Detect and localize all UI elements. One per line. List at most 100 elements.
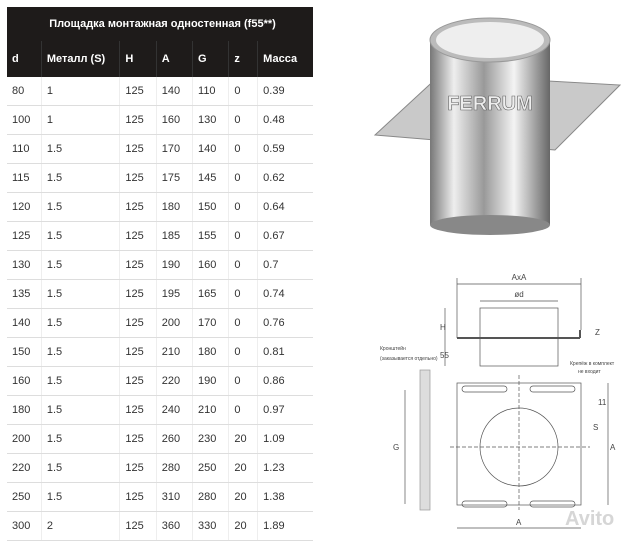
table-cell: 125 — [119, 250, 157, 280]
table-cell: 0.67 — [257, 221, 313, 251]
table-cell: 0 — [228, 279, 258, 309]
table-cell: 1 — [40, 105, 120, 135]
table-cell: 360 — [155, 511, 193, 541]
table-cell: 125 — [119, 395, 157, 425]
table-row: 130 1.5 125 190 160 0 0.7 — [7, 250, 313, 280]
table-cell: 1.5 — [40, 221, 120, 251]
table-row: 100 1 125 160 130 0 0.48 — [7, 105, 313, 135]
table-cell: 20 — [228, 453, 258, 483]
label-h: H — [440, 323, 446, 332]
table-cell: 125 — [119, 366, 157, 396]
table-cell: 0 — [228, 395, 258, 425]
table-row: 135 1.5 125 195 165 0 0.74 — [7, 279, 313, 309]
table-cell: 0.76 — [257, 308, 313, 338]
table-cell: 240 — [155, 395, 193, 425]
table-cell: 125 — [119, 337, 157, 367]
table-cell: 100 — [7, 105, 42, 135]
table-cell: 170 — [192, 308, 229, 338]
table-cell: 0 — [228, 337, 258, 367]
table-cell: 125 — [119, 134, 157, 164]
label-11: 11 — [598, 398, 607, 407]
table-cell: 125 — [119, 192, 157, 222]
table-cell: 185 — [155, 221, 193, 251]
table-cell: 180 — [7, 395, 42, 425]
table-cell: 195 — [155, 279, 193, 309]
table-cell: 2 — [40, 511, 120, 541]
label-bracket-note: (заказывается отдельно) — [380, 356, 438, 362]
table-cell: 125 — [7, 221, 42, 251]
table-cell: 280 — [192, 482, 229, 512]
label-axa: AxA — [512, 273, 527, 282]
table-cell: 1.5 — [40, 308, 120, 338]
spec-table: Площадка монтажная одностенная (f55**) d… — [7, 7, 313, 541]
table-cell: 125 — [119, 279, 157, 309]
table-cell: 180 — [155, 192, 193, 222]
table-row: 120 1.5 125 180 150 0 0.64 — [7, 192, 313, 222]
table-cell: 0 — [228, 308, 258, 338]
table-cell: 1.5 — [40, 337, 120, 367]
table-cell: 230 — [192, 424, 229, 454]
table-cell: 160 — [155, 105, 193, 135]
table-cell: 0.62 — [257, 163, 313, 193]
technical-drawing: AxA ød H 55 Z Кронштейн (заказывается от… — [380, 273, 616, 530]
table-cell: 140 — [7, 308, 42, 338]
table-cell: 1.5 — [40, 482, 120, 512]
table-cell: 0 — [228, 163, 258, 193]
table-cell: 160 — [192, 250, 229, 280]
table-row: 150 1.5 125 210 180 0 0.81 — [7, 337, 313, 367]
table-cell: 135 — [7, 279, 42, 309]
table-cell: 150 — [7, 337, 42, 367]
table-cell: 0 — [228, 134, 258, 164]
table-cell: 110 — [7, 134, 42, 164]
table-cell: 1.23 — [257, 453, 313, 483]
table-cell: 1.5 — [40, 424, 120, 454]
label-fixing: Крепёж в комплект — [570, 361, 615, 367]
table-row: 140 1.5 125 200 170 0 0.76 — [7, 308, 313, 338]
table-cell: 180 — [192, 337, 229, 367]
table-cell: 20 — [228, 511, 258, 541]
table-cell: 280 — [155, 453, 193, 483]
table-cell: 1.5 — [40, 192, 120, 222]
table-cell: 210 — [155, 337, 193, 367]
table-cell: 250 — [192, 453, 229, 483]
table-cell: 0 — [228, 105, 258, 135]
brand-watermark: FERRUM — [447, 93, 533, 115]
table-cell: 0.59 — [257, 134, 313, 164]
table-cell: 1.5 — [40, 453, 120, 483]
table-cell: 155 — [192, 221, 229, 251]
table-cell: 1.5 — [40, 134, 120, 164]
table-cell: 0 — [228, 221, 258, 251]
table-cell: 310 — [155, 482, 193, 512]
table-cell: 140 — [192, 134, 229, 164]
table-row: 220 1.5 125 280 250 20 1.23 — [7, 453, 313, 483]
table-cell: 115 — [7, 163, 42, 193]
table-row: 250 1.5 125 310 280 20 1.38 — [7, 482, 313, 512]
column-header: H — [119, 41, 157, 77]
table-cell: 0.48 — [257, 105, 313, 135]
column-header: Металл (S) — [40, 41, 120, 77]
table-cell: 125 — [119, 511, 157, 541]
table-cell: 110 — [192, 77, 229, 106]
label-fixing-note: не входит — [578, 369, 601, 375]
table-cell: 130 — [192, 105, 229, 135]
table-cell: 330 — [192, 511, 229, 541]
table-cell: 0 — [228, 192, 258, 222]
table-row: 300 2 125 360 330 20 1.89 — [7, 511, 313, 541]
table-cell: 120 — [7, 192, 42, 222]
table-cell: 165 — [192, 279, 229, 309]
label-bracket: Кронштейн — [380, 345, 406, 352]
table-cell: 190 — [192, 366, 229, 396]
table-cell: 1.5 — [40, 395, 120, 425]
label-a: A — [516, 518, 522, 527]
label-55: 55 — [440, 351, 449, 360]
table-cell: 1.89 — [257, 511, 313, 541]
table-cell: 0.7 — [257, 250, 313, 280]
column-header: A — [155, 41, 193, 77]
table-cell: 160 — [7, 366, 42, 396]
table-cell: 200 — [7, 424, 42, 454]
table-cell: 125 — [119, 424, 157, 454]
table-cell: 1.09 — [257, 424, 313, 454]
table-cell: 260 — [155, 424, 193, 454]
table-cell: 175 — [155, 163, 193, 193]
table-row: 125 1.5 125 185 155 0 0.67 — [7, 221, 313, 251]
